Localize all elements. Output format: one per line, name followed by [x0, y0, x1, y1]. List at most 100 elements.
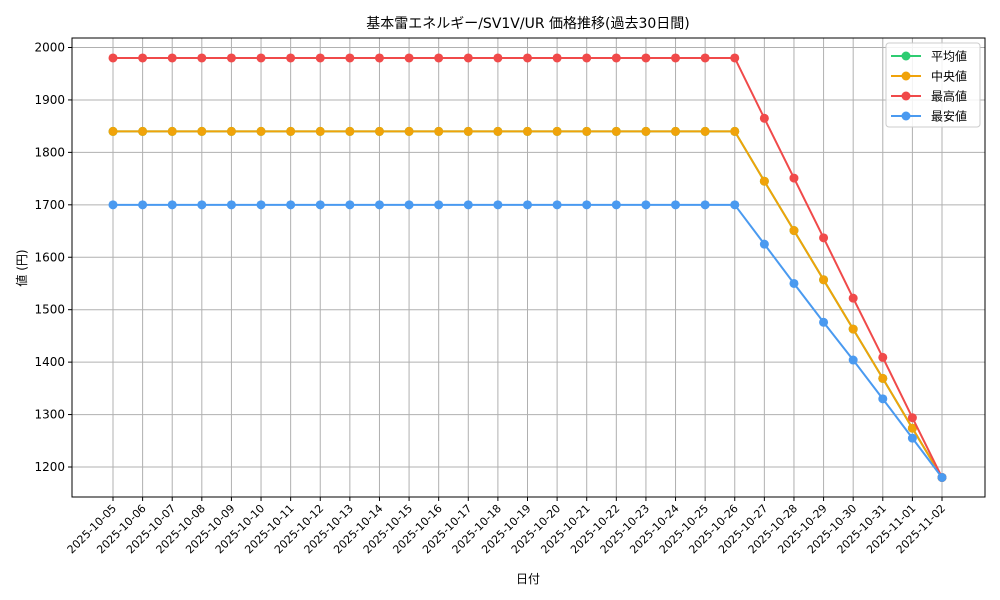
data-point	[641, 126, 651, 136]
data-point	[463, 53, 473, 63]
y-tick-label: 1400	[34, 355, 65, 369]
series-3	[108, 200, 947, 482]
data-point	[611, 200, 621, 210]
data-point	[108, 126, 118, 136]
data-point	[730, 200, 740, 210]
data-point	[286, 126, 296, 136]
data-point	[700, 126, 710, 136]
data-point	[315, 200, 325, 210]
x-axis-ticks: 2025-10-052025-10-062025-10-072025-10-08…	[65, 497, 948, 556]
data-point	[671, 126, 681, 136]
data-point	[197, 53, 207, 63]
data-point	[138, 126, 148, 136]
data-point	[523, 53, 532, 63]
data-point	[197, 126, 207, 136]
data-point	[819, 233, 829, 243]
data-point	[937, 472, 947, 482]
data-point	[493, 126, 503, 136]
data-point	[582, 53, 592, 63]
data-point	[345, 200, 355, 210]
data-point	[256, 126, 266, 136]
data-point	[907, 413, 917, 423]
data-point	[226, 53, 236, 63]
data-point	[641, 53, 651, 63]
data-point	[315, 53, 325, 63]
data-point	[138, 53, 148, 63]
data-point	[374, 53, 384, 63]
y-tick-label: 1900	[34, 93, 65, 107]
data-point	[463, 126, 473, 136]
data-point	[345, 53, 355, 63]
data-point	[730, 126, 740, 136]
data-point	[167, 126, 177, 136]
data-point	[700, 200, 710, 210]
grid-lines	[72, 38, 985, 497]
data-point	[345, 126, 355, 136]
data-point	[848, 324, 858, 334]
y-tick-label: 1300	[34, 408, 65, 422]
data-point	[167, 200, 177, 210]
data-point	[315, 126, 325, 136]
data-point	[256, 53, 266, 63]
data-point	[789, 226, 799, 236]
legend-marker	[901, 51, 911, 61]
data-point	[671, 200, 681, 210]
y-tick-label: 1500	[34, 303, 65, 317]
data-point	[256, 200, 266, 210]
data-point	[878, 352, 888, 362]
data-point	[759, 176, 769, 186]
data-point	[848, 355, 858, 365]
legend-label: 最安値	[931, 109, 967, 124]
legend-marker	[901, 111, 911, 121]
data-point	[552, 53, 562, 63]
y-tick-label: 1700	[34, 198, 65, 212]
data-point	[848, 293, 858, 303]
chart-title: 基本雷エネルギー/SV1V/UR 価格推移(過去30日間)	[366, 15, 690, 32]
data-point	[641, 200, 651, 210]
data-point	[789, 278, 799, 288]
data-point	[552, 200, 562, 210]
data-point	[404, 53, 414, 63]
data-series	[108, 53, 947, 482]
data-point	[907, 433, 917, 443]
legend-box	[885, 42, 981, 128]
data-point	[493, 200, 503, 210]
data-point	[434, 53, 444, 63]
data-point	[404, 126, 414, 136]
legend-label: 中央値	[931, 69, 967, 84]
y-tick-label: 1800	[34, 145, 65, 159]
data-point	[552, 126, 562, 136]
y-tick-label: 1600	[34, 250, 65, 264]
data-point	[819, 317, 829, 327]
series-2	[108, 53, 947, 482]
data-point	[789, 173, 799, 183]
data-point	[700, 53, 710, 63]
data-point	[523, 200, 532, 210]
data-point	[197, 200, 207, 210]
data-point	[226, 126, 236, 136]
data-point	[108, 200, 118, 210]
data-point	[759, 239, 769, 249]
y-tick-label: 2000	[34, 41, 65, 55]
data-point	[878, 394, 888, 404]
data-point	[671, 53, 681, 63]
data-point	[108, 53, 118, 63]
data-point	[878, 373, 888, 383]
data-point	[582, 200, 592, 210]
data-point	[463, 200, 473, 210]
data-point	[138, 200, 148, 210]
plot-frame	[71, 37, 986, 498]
legend-label: 平均値	[931, 49, 967, 64]
series-1	[108, 126, 947, 482]
data-point	[226, 200, 236, 210]
data-point	[493, 53, 503, 63]
data-point	[523, 126, 532, 136]
data-point	[374, 200, 384, 210]
data-point	[374, 126, 384, 136]
x-axis-label: 日付	[516, 572, 540, 586]
data-point	[730, 53, 740, 63]
data-point	[819, 275, 829, 285]
data-point	[434, 126, 444, 136]
